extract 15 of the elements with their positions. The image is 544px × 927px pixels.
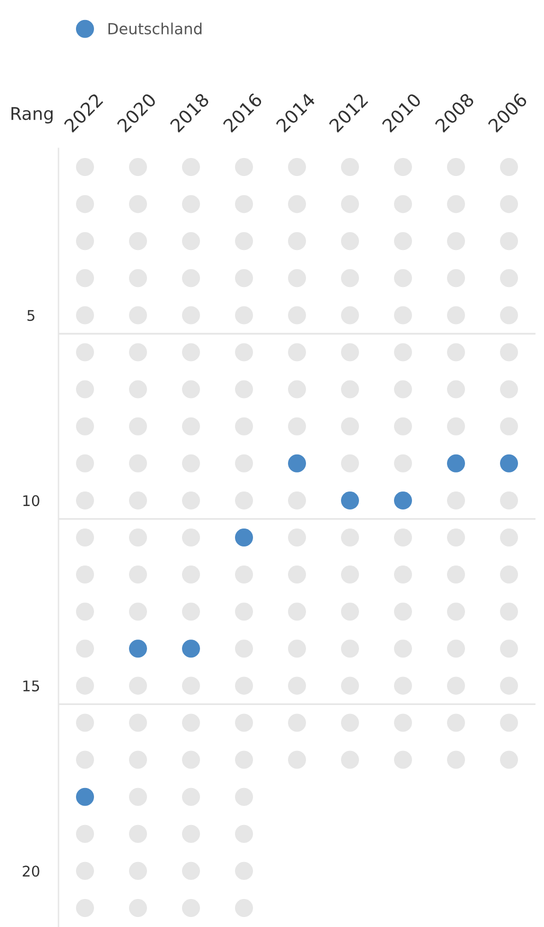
point — [447, 454, 465, 472]
legend-label: Deutschland — [108, 22, 202, 34]
point — [288, 454, 306, 472]
point — [500, 454, 518, 472]
y-tick-label: 5 — [27, 310, 34, 321]
y-tick-label: 15 — [23, 680, 40, 692]
y-tick-label: 10 — [23, 495, 40, 506]
point — [76, 788, 94, 806]
point — [394, 491, 412, 510]
point — [182, 640, 200, 658]
point — [235, 528, 253, 546]
point — [129, 640, 147, 658]
point — [341, 491, 359, 510]
y-tick-label: 20 — [22, 866, 40, 877]
y-axis-title: Rang — [12, 107, 53, 124]
